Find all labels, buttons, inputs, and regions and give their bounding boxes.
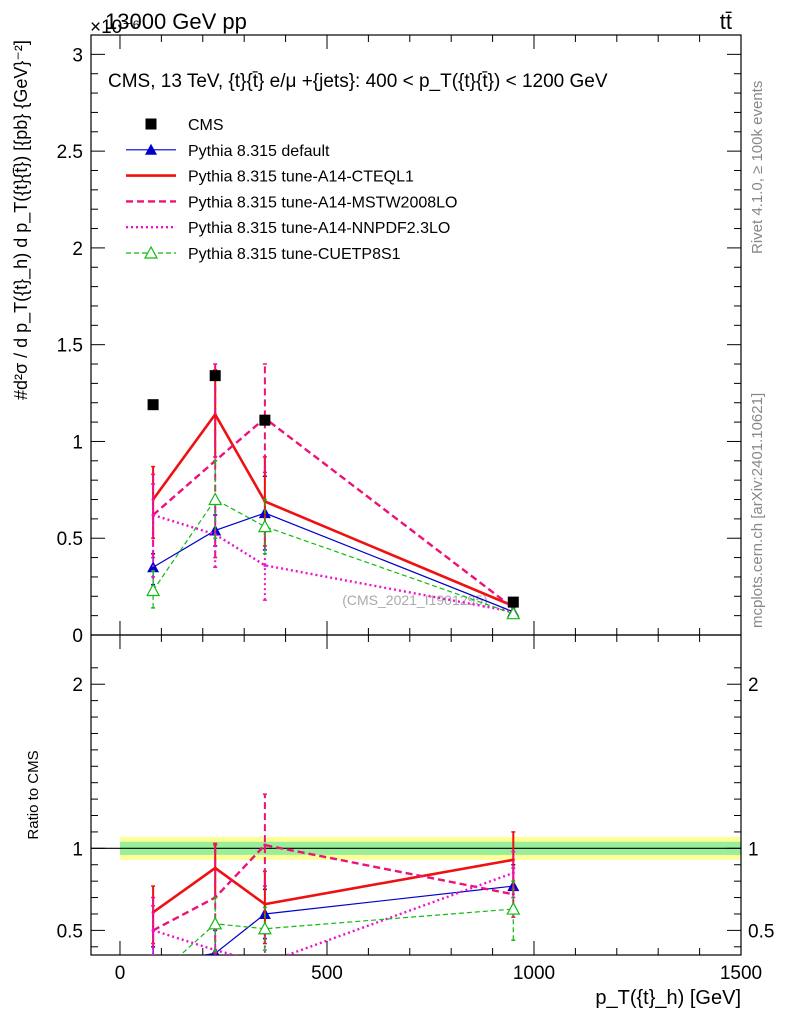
x-axis-label-text: p_T({t}_h) [GeV] [595, 987, 741, 1009]
ratio-y-axis-label: Ratio to CMS [25, 750, 42, 839]
y-tick-label: 1 [72, 432, 83, 453]
data-point [506, 606, 521, 620]
legend-label: CMS [188, 117, 224, 134]
data-point [263, 563, 267, 567]
x-tick-label: 500 [311, 963, 343, 984]
x-tick-label: 0 [115, 963, 126, 984]
watermark: (CMS_2021_I1901295) [342, 592, 488, 608]
cms-data-point [147, 399, 159, 411]
y-tick-label: 0 [72, 626, 83, 647]
ratio-plot [147, 793, 521, 985]
series-line [152, 416, 515, 609]
y-tick-label: 2 [72, 239, 83, 260]
y-tick-label: 0.5 [57, 529, 83, 550]
ratio-axes: 0.5 0.5 1 1 2 2 0 500 1000 1500 [57, 635, 774, 984]
legend: CMS Pythia 8.315 default Pythia 8.315 tune… [126, 117, 457, 263]
series-line [201, 885, 514, 955]
legend-marker [143, 245, 159, 259]
ratio-y-tick-label-left: 0.5 [57, 921, 83, 942]
cms-data-point [209, 370, 221, 382]
y-tick-label: 2.5 [57, 142, 83, 163]
legend-marker [145, 143, 157, 155]
y-tick-label: 1.5 [57, 336, 83, 357]
data-point [151, 513, 155, 517]
main-y-axis-label-text: #d²σ / d p_T({t}_h) d p_T({t}{t̄}) [{pb}… [11, 40, 32, 400]
data-point [146, 583, 161, 597]
series-line [152, 498, 514, 615]
ratio-y-tick-label-right: 1 [748, 839, 759, 860]
x-tick-label: 1500 [720, 963, 762, 984]
series-line [152, 411, 514, 608]
ratio-y-tick-label-left: 2 [72, 675, 83, 696]
series-line [152, 871, 514, 955]
rivet-label: Rivet 4.1.0, ≥ 100k events [749, 81, 766, 254]
legend-label: Pythia 8.315 tune-A14-MSTW2008LO [188, 194, 457, 211]
ratio-y-tick-label-right: 0.5 [748, 921, 774, 942]
data-point [147, 974, 159, 985]
legend-marker-cms [145, 118, 157, 130]
data-point [263, 843, 267, 847]
series-line [152, 858, 514, 914]
legend-label: Pythia 8.315 default [188, 143, 330, 160]
legend-label: Pythia 8.315 tune-A14-CTEQL1 [188, 169, 414, 186]
ratio-y-tick-label-left: 1 [72, 839, 83, 860]
data-point [263, 902, 267, 906]
data-point [506, 901, 521, 915]
ratio-band [91, 836, 741, 860]
data-point [208, 916, 223, 930]
data-point [213, 866, 217, 870]
main-y-axis-label-string: #d²σ / d p_T({t}_h) d p_T({t}{t̄}) [{pb}… [11, 40, 32, 400]
legend-label: Pythia 8.315 tune-A14-NNPDF2.3LO [188, 220, 450, 237]
header-exponent: ×10⁻⁶ [90, 17, 140, 38]
data-point [257, 921, 272, 935]
data-point [208, 492, 223, 506]
data-point [257, 519, 272, 533]
x-tick-label: 1000 [513, 963, 555, 984]
data-point [511, 892, 515, 896]
y-tick-label: 3 [72, 45, 83, 66]
series-line [152, 843, 514, 932]
data-point [147, 957, 159, 968]
header-left: 13000 GeV pp [105, 9, 247, 34]
ratio-y-tick-label-right: 2 [748, 675, 759, 696]
ratio-frame [90, 634, 742, 956]
data-point [263, 962, 266, 965]
cms-data-point [259, 414, 271, 426]
main-plot [146, 363, 521, 620]
main-y-axis-label: #d²σ / d p_T({t}_h) d p_T({t}{t̄}) [{pb}… [11, 40, 32, 400]
data-point [151, 928, 155, 932]
series-line [152, 512, 514, 613]
data-point [511, 871, 515, 875]
legend-label: Pythia 8.315 tune-CUETP8S1 [188, 246, 401, 263]
cms-data-point [507, 596, 519, 608]
mcplots-label: mcplots.cern.ch [arXiv:2401.10621] [749, 393, 766, 628]
series-line [179, 908, 514, 955]
x-axis-label: p_T({t}_h) [GeV] [595, 987, 741, 1009]
plot-title: CMS, 13 TeV, {t}{t̄} e/μ +{jets}: 400 < … [108, 71, 608, 92]
main-axes: 0 0.5 1 1.5 2 2.5 3 [57, 35, 742, 647]
header-right: tt̄ [720, 9, 732, 34]
